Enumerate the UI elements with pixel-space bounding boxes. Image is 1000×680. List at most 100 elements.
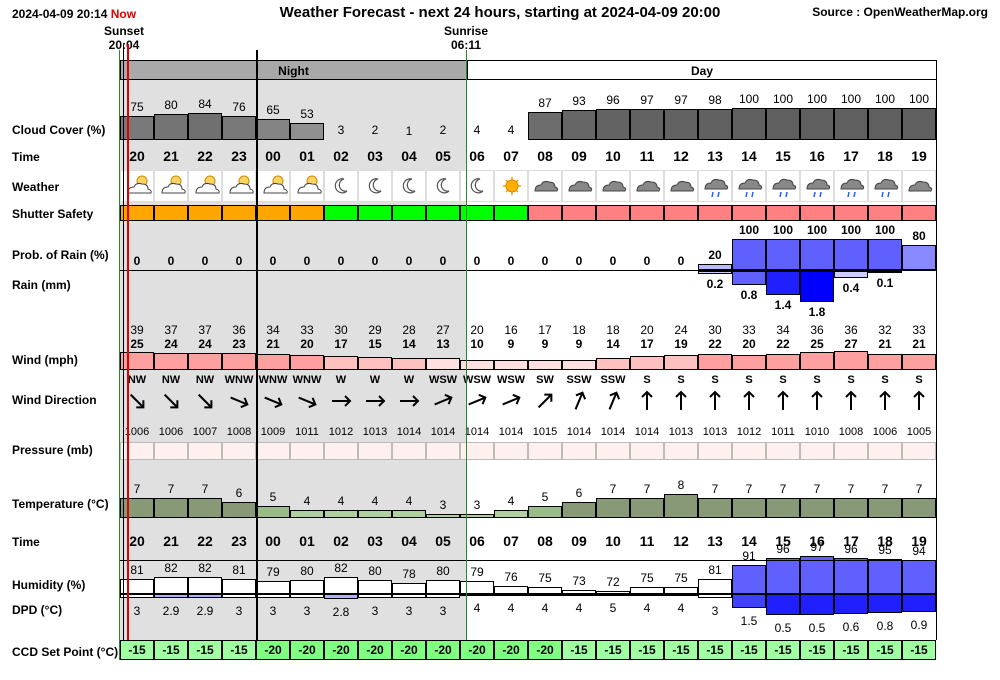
ccd-value: -15 [672, 643, 690, 657]
wind-dir-text: NW [195, 374, 215, 386]
wind-dir-text: WNW [224, 374, 254, 386]
wind-gust-value: 34 [776, 323, 790, 337]
humidity-bar [902, 560, 936, 594]
ccd-value: -15 [128, 643, 146, 657]
time-cell: 02 [333, 148, 349, 164]
shutter-cell-amber [222, 205, 256, 221]
wind-dir-text: WNW [258, 374, 288, 386]
prob-rain-baseline [698, 270, 732, 271]
wind-speed-value: 9 [507, 337, 515, 351]
cloud-bar [222, 115, 256, 140]
temperature-value: 7 [201, 482, 209, 496]
prob-rain-baseline [800, 270, 834, 271]
temperature-bar [188, 498, 222, 518]
wind-arrow-icon [868, 388, 902, 414]
cloud-value: 3 [337, 123, 345, 138]
prob-rain-baseline [868, 270, 902, 271]
temperature-value: 6 [235, 486, 243, 500]
prob-rain-value: 0 [473, 254, 481, 268]
humidity-value: 96 [776, 541, 790, 556]
partly-cloudy-night-icon [120, 170, 154, 202]
cloud-value: 4 [473, 122, 481, 137]
wind-gust-value: 30 [334, 323, 348, 337]
shutter-cell-red [528, 205, 562, 221]
ccd-value: -15 [876, 643, 894, 657]
cloud-bar [800, 108, 834, 140]
wind-speed-value: 25 [130, 337, 144, 351]
wind-gust-value: 36 [810, 323, 824, 337]
wind-dir-text: S [881, 374, 889, 386]
time-cell: 01 [299, 533, 315, 549]
wind-dir-text: W [335, 374, 347, 386]
wind-arrow-icon [562, 388, 596, 414]
wind-speed-value: 22 [776, 337, 790, 351]
humidity-bar [120, 578, 154, 594]
shutter-cell-red [596, 205, 630, 221]
temperature-value: 7 [779, 482, 787, 496]
temperature-bar [120, 498, 154, 518]
time-label: Time [12, 150, 40, 164]
time-cell: 06 [469, 148, 485, 164]
wind-arrow-icon [834, 388, 868, 414]
wind-bar [834, 351, 868, 370]
partly-cloudy-night-icon [188, 170, 222, 202]
prob-rain-value: 100 [874, 223, 896, 237]
temperature-value: 7 [813, 482, 821, 496]
sunset-label: Sunset [104, 24, 145, 38]
temperature-value: 7 [711, 482, 719, 496]
wind-gust-value: 27 [436, 323, 450, 337]
cloud-value: 76 [232, 99, 246, 114]
ccd-value: -15 [774, 643, 792, 657]
prob-rain-value: 0 [269, 254, 277, 268]
wind-speed-value: 20 [300, 337, 314, 351]
wind-dir-text: SSW [600, 374, 626, 386]
dpd-value: 3 [405, 603, 413, 618]
pressure-cell [800, 442, 834, 460]
pressure-cell [664, 442, 698, 460]
dpd-label: DPD (°C) [12, 603, 63, 617]
time-cell: 23 [231, 148, 247, 164]
ccd-value: -15 [638, 643, 656, 657]
humidity-value: 81 [708, 562, 722, 577]
pressure-value: 1008 [226, 426, 252, 438]
wind-gust-value: 18 [606, 323, 620, 337]
moon-icon [392, 170, 426, 202]
ccd-cell [766, 640, 800, 660]
wind-arrow-icon [392, 388, 426, 414]
wind-arrow-icon [800, 388, 834, 414]
humidity-bar [528, 587, 562, 594]
humidity-value: 82 [334, 561, 348, 576]
pressure-value: 1015 [532, 426, 558, 438]
dpd-value: 3 [303, 603, 311, 618]
wind-gust-value: 24 [674, 323, 688, 337]
wind-direction-label: Wind Direction [12, 393, 97, 407]
prob-rain-baseline [902, 270, 936, 271]
rain-bar [698, 271, 732, 275]
temperature-bar [562, 502, 596, 518]
cloud-bar [154, 114, 188, 140]
dpd-bar [732, 594, 766, 608]
time-cell: 06 [469, 533, 485, 549]
dpd-bar [426, 594, 460, 598]
pressure-cell [596, 442, 630, 460]
temperature-bar [154, 498, 188, 518]
cloud-value: 4 [507, 122, 515, 137]
temperature-bar [630, 498, 664, 518]
pressure-value: 1012 [736, 426, 762, 438]
time-cell: 00 [265, 148, 281, 164]
dpd-bar [800, 594, 834, 615]
humidity-value: 82 [164, 561, 178, 576]
time-cell: 13 [707, 533, 723, 549]
ccd-cell [732, 640, 766, 660]
time-cell: 07 [503, 148, 519, 164]
dpd-value: 5 [609, 601, 617, 615]
prob-rain-value: 0 [405, 254, 413, 268]
humidity-bar [154, 577, 188, 594]
day-band: Day [467, 60, 937, 80]
humidity-bar [562, 589, 596, 594]
prob-rain-value: 0 [235, 254, 243, 268]
shutter-cell-amber [290, 205, 324, 221]
wind-gust-value: 32 [878, 323, 892, 337]
dpd-bar [596, 594, 630, 596]
current-datetime: 2024-04-09 20:14 Now [12, 7, 137, 21]
